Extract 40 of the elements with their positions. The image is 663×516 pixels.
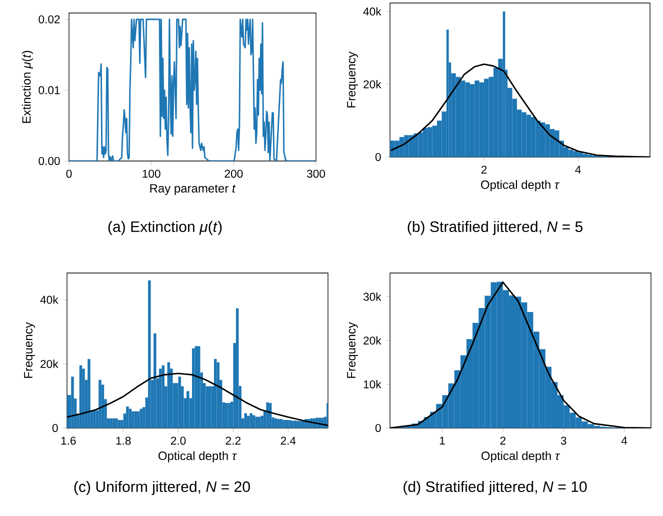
- y-tick-label: 0.00: [38, 156, 60, 165]
- x-tick-label: 2.2: [226, 436, 241, 445]
- x-tick-label: 0: [66, 170, 72, 178]
- y-tick-label: 0: [375, 152, 381, 161]
- y-tick-label: 20k: [40, 360, 58, 368]
- x-tick-label: 3: [560, 436, 566, 445]
- y-tick-label: 0.01: [38, 86, 60, 94]
- x-tick-label: 100: [142, 170, 160, 178]
- y-axis-title: Frequency: [24, 322, 35, 378]
- x-tick-label: 2.4: [280, 436, 296, 445]
- y-tick-label: 0: [52, 424, 58, 432]
- y-axis-title: Frequency: [347, 52, 358, 108]
- y-axis-title: Extinction μ(t): [22, 50, 34, 123]
- x-tick-label: 2: [481, 166, 487, 174]
- y-tick-label: 10k: [364, 380, 382, 388]
- y-axis-title: Frequency: [347, 322, 358, 378]
- y-tick-label: 30k: [363, 292, 382, 301]
- text: (c) Uniform jittered, N = 20: [74, 480, 250, 496]
- x-tick-label: 4: [621, 436, 628, 444]
- text: (b) Stratified jittered, N = 5: [408, 220, 582, 236]
- x-axis-title: Ray parameter t: [150, 184, 236, 195]
- x-tick-label: 1.6: [61, 436, 76, 445]
- y-tick-label: 20k: [364, 80, 382, 88]
- y-tick-label: 20k: [364, 336, 382, 345]
- y-tick-label: 0: [375, 424, 381, 432]
- x-tick-label: 300: [306, 170, 326, 178]
- text: (a) Extinction μ(t): [108, 220, 222, 236]
- x-tick-label: 1.8: [116, 436, 131, 445]
- x-axis-title: Optical depth τ: [158, 451, 238, 462]
- x-tick-label: 2.0: [170, 436, 186, 445]
- x-tick-label: 1: [440, 436, 445, 444]
- x-axis-title: Optical depth τ: [480, 180, 560, 192]
- x-axis-title: Optical depth τ: [481, 451, 560, 462]
- x-tick-label: 2: [500, 436, 506, 445]
- x-tick-label: 4: [575, 166, 581, 174]
- y-tick-label: 40k: [40, 295, 58, 304]
- text: (d) Stratified jittered, N = 10: [404, 480, 587, 496]
- x-tick-label: 200: [224, 170, 243, 178]
- y-tick-label: 0.02: [38, 15, 60, 24]
- y-tick-label: 40k: [363, 7, 382, 16]
